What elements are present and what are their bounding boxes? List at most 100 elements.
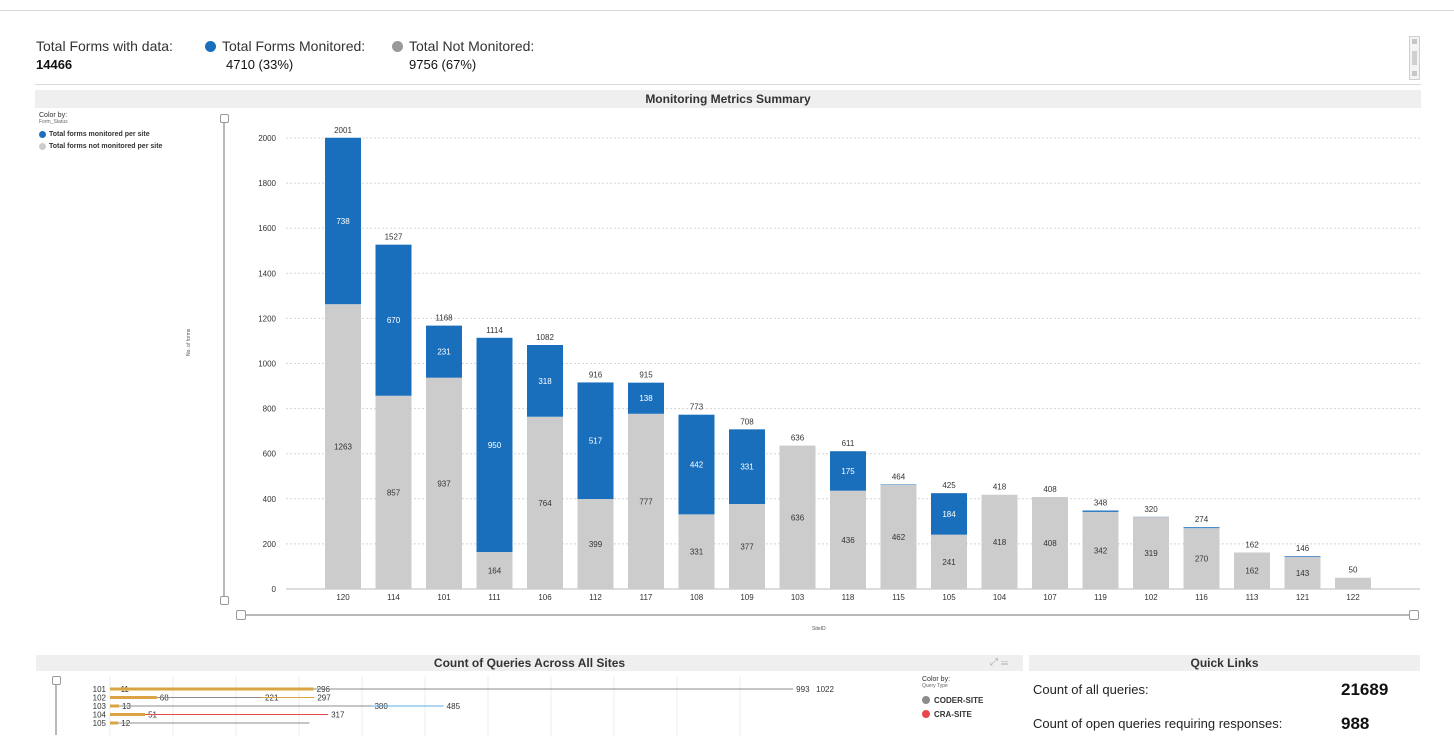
kpi-monitored-label: Total Forms Monitored: (222, 38, 365, 54)
bar-total-label: 773 (690, 403, 704, 412)
bar-not-monitored-label: 319 (1144, 549, 1158, 558)
queries-legend: Color by: Query Type CODER-SITE CRA-SITE (922, 676, 983, 724)
kpi-monitored-pct: (33%) (259, 57, 294, 72)
panel-divider (35, 84, 1421, 85)
queries-y-slider-handle[interactable] (52, 676, 61, 685)
scroll-thumb[interactable] (1412, 51, 1417, 65)
bar-not-monitored (1335, 578, 1371, 589)
y-slider-bottom-handle[interactable] (220, 596, 229, 605)
scroll-up-icon[interactable] (1412, 39, 1417, 44)
queries-bar-chart: 1011129699310221026822129710313380485104… (70, 676, 910, 736)
bar-not-monitored-label: 436 (841, 536, 855, 545)
query-bar-label: 1022 (816, 685, 834, 694)
x-tick-label: 116 (1195, 593, 1208, 602)
kpi-not-monitored: Total Not Monitored: 9756 (67%) (409, 38, 534, 72)
bar-monitored-label: 231 (437, 348, 451, 357)
legend-item-not-monitored[interactable]: Total forms not monitored per site (39, 143, 162, 150)
x-tick-label: 106 (538, 593, 552, 602)
x-slider-left-handle[interactable] (236, 610, 246, 620)
monitoring-bar-chart: 0200400600800100012001400160018002000738… (240, 110, 1422, 610)
kpi-not-monitored-value: 9756 (409, 57, 438, 72)
bar-total-label: 418 (993, 483, 1007, 492)
x-tick-label: 112 (589, 593, 602, 602)
queries-y-slider-track[interactable] (55, 685, 57, 735)
bar-not-monitored-label: 408 (1043, 539, 1057, 548)
x-tick-label: 115 (892, 593, 905, 602)
x-tick-label: 102 (1144, 593, 1158, 602)
bar-monitored-label: 184 (942, 510, 956, 519)
bar-not-monitored-label: 857 (387, 488, 401, 497)
bar-total-label: 320 (1144, 505, 1158, 514)
y-tick-label: 1800 (258, 179, 276, 188)
x-axis-title: SiteID (812, 626, 826, 632)
bar-monitored-label: 138 (639, 394, 653, 403)
metrics-panel-title: Monitoring Metrics Summary (35, 90, 1421, 108)
bar-total-label: 348 (1094, 499, 1108, 508)
legend-item-coder-site[interactable]: CODER-SITE (922, 696, 983, 705)
x-tick-label: 101 (437, 593, 451, 602)
queries-y-slider[interactable] (52, 676, 62, 736)
bar-total-label: 1527 (385, 233, 403, 242)
expand-icon[interactable]: ⤢ (990, 657, 998, 668)
query-bar-label: 993 (796, 685, 810, 694)
x-tick-label: 120 (336, 593, 350, 602)
all-queries-value: 21689 (1341, 680, 1388, 700)
legend-label: Total forms monitored per site (49, 131, 150, 138)
y-tick-label: 800 (263, 405, 277, 414)
y-slider-track[interactable] (223, 120, 225, 598)
kpi-total-forms-label: Total Forms with data: (36, 38, 173, 54)
summary-kpi-bar: Total Forms with data: 14466 Total Forms… (36, 38, 1416, 78)
metrics-color-by-field: Form_Status (39, 119, 162, 125)
bar-not-monitored-label: 162 (1245, 567, 1259, 576)
y-tick-label: 2000 (258, 134, 276, 143)
x-slider-track[interactable] (242, 614, 1414, 616)
bar-not-monitored-label: 143 (1296, 569, 1310, 578)
x-tick-label: 103 (791, 593, 805, 602)
x-tick-label: 111 (488, 593, 501, 602)
y-tick-label: 0 (272, 585, 277, 594)
bar-monitored-label: 670 (387, 316, 401, 325)
bar-not-monitored-label: 342 (1094, 546, 1108, 555)
queries-color-by-label: Color by: (922, 676, 983, 683)
bar-total-label: 916 (589, 370, 603, 379)
all-queries-link[interactable]: Count of all queries: (1033, 682, 1149, 697)
kpi-not-monitored-pct: (67%) (442, 57, 477, 72)
bar-total-label: 464 (892, 472, 906, 481)
legend-label: CRA-SITE (934, 710, 972, 719)
bar-not-monitored-label: 399 (589, 540, 603, 549)
metrics-legend: Color by: Form_Status Total forms monito… (39, 112, 162, 155)
x-tick-label: 119 (1094, 593, 1107, 602)
bar-not-monitored-label: 937 (437, 479, 451, 488)
kpi-monitored: Total Forms Monitored: 4710 (33%) (222, 38, 365, 72)
bar-not-monitored-label: 377 (740, 542, 754, 551)
x-tick-label: 104 (993, 593, 1007, 602)
x-range-slider[interactable] (236, 609, 1421, 621)
y-tick-label: 1000 (258, 360, 276, 369)
query-bar-label: 485 (447, 702, 461, 711)
bar-not-monitored-label: 777 (639, 497, 653, 506)
x-slider-right-handle[interactable] (1409, 610, 1419, 620)
kpi-not-monitored-label: Total Not Monitored: (409, 38, 534, 54)
queries-panel-tools: ⤢ ☰ (990, 657, 1008, 668)
y-slider-top-handle[interactable] (220, 114, 229, 123)
menu-icon[interactable]: ☰ (1001, 657, 1009, 668)
kpi-total-forms-value: 14466 (36, 57, 173, 72)
legend-dot-icon (39, 131, 46, 138)
x-tick-label: 118 (842, 593, 855, 602)
bar-total-label: 274 (1195, 515, 1209, 524)
monitored-dot-icon (205, 41, 216, 52)
bar-total-label: 162 (1245, 540, 1259, 549)
scroll-down-icon[interactable] (1412, 71, 1417, 76)
kpi-scrollbar[interactable] (1409, 36, 1420, 80)
y-tick-label: 1200 (258, 314, 276, 323)
legend-dot-icon (922, 696, 930, 704)
bar-monitored-label: 442 (690, 461, 704, 470)
y-tick-label: 1400 (258, 269, 276, 278)
bar-not-monitored-label: 241 (942, 558, 956, 567)
legend-item-cra-site[interactable]: CRA-SITE (922, 710, 983, 719)
y-range-slider[interactable] (220, 114, 228, 606)
quick-links-title: Quick Links (1029, 655, 1420, 671)
legend-item-monitored[interactable]: Total forms monitored per site (39, 131, 162, 138)
legend-label: Total forms not monitored per site (49, 143, 162, 150)
bar-monitored-label: 175 (841, 467, 855, 476)
